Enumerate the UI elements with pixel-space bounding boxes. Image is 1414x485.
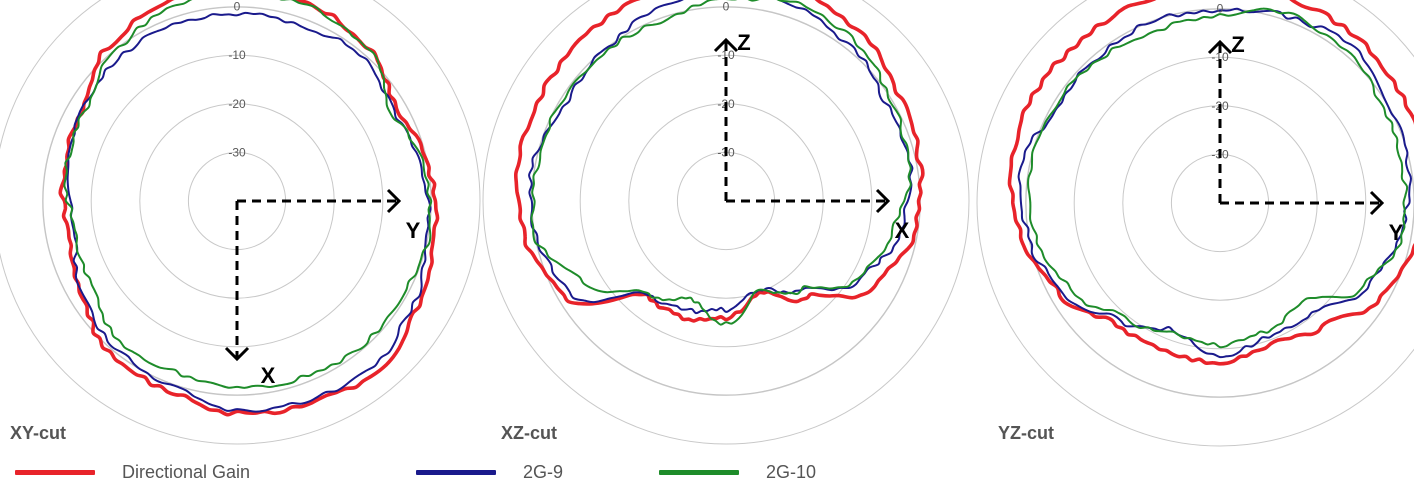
xy-cut-title: XY-cut bbox=[10, 423, 67, 443]
xz-cut-grid-ring bbox=[482, 0, 970, 445]
xz-cut-axis-label-z: Z bbox=[737, 30, 750, 55]
xz-cut-title: XZ-cut bbox=[501, 423, 557, 443]
xy-cut-radial-tick-label: -10 bbox=[228, 48, 246, 62]
legend-item-2g-9: 2G-9 bbox=[416, 462, 563, 483]
yz-cut-axis-label-y: Y bbox=[1389, 220, 1404, 245]
xz-cut-radial-tick-label: -10 bbox=[717, 48, 735, 62]
xy-cut-axis-arrowhead-down bbox=[224, 346, 250, 362]
yz-cut-axis-arrowhead-right bbox=[1369, 190, 1385, 216]
yz-cut-grid-ring bbox=[976, 0, 1414, 447]
legend-label-2g-9: 2G-9 bbox=[523, 462, 564, 482]
xz-cut-series-2g-9 bbox=[528, 0, 914, 315]
yz-cut-series-directional-gain bbox=[1007, 0, 1414, 366]
xy-cut-radial-tick-label: 0 bbox=[234, 0, 241, 14]
xy-cut-grid-ring bbox=[0, 0, 481, 445]
yz-cut-series-2g-10 bbox=[1027, 7, 1409, 349]
xz-cut-axis-arrowhead-up bbox=[713, 37, 739, 53]
xy-cut-axis-label-x: X bbox=[261, 363, 276, 388]
legend-item-2g-10: 2G-10 bbox=[659, 462, 816, 483]
xy-cut-series-2g-9 bbox=[66, 11, 432, 413]
xy-cut-grid-ring bbox=[90, 54, 384, 348]
legend-swatch-2g-10 bbox=[659, 470, 739, 475]
xy-cut-radial-tick-label: -20 bbox=[228, 97, 246, 111]
xz-cut-axis-label-x: X bbox=[895, 218, 910, 243]
yz-cut-grid-ring bbox=[1073, 56, 1367, 350]
yz-cut-grid-ring bbox=[1025, 8, 1414, 398]
xy-cut-axis-label-y: Y bbox=[406, 218, 421, 243]
xz-cut-grid-ring bbox=[579, 54, 873, 348]
yz-cut-title: YZ-cut bbox=[998, 423, 1054, 443]
legend-swatch-directional-gain bbox=[15, 470, 95, 475]
xy-cut-radial-tick-label: -30 bbox=[228, 145, 246, 159]
legend-label-directional-gain: Directional Gain bbox=[122, 462, 251, 482]
xz-cut-axis-arrowhead-right bbox=[875, 188, 891, 214]
legend-label-2g-10: 2G-10 bbox=[766, 462, 817, 482]
xz-cut-series-2g-10 bbox=[530, 0, 912, 326]
yz-cut-axis-label-z: Z bbox=[1231, 32, 1244, 57]
xz-cut-series-directional-gain bbox=[513, 0, 925, 323]
legend-swatch-2g-9 bbox=[416, 470, 496, 475]
yz-cut-radial-tick-label: -10 bbox=[1211, 50, 1229, 64]
xy-cut-series-2g-10 bbox=[63, 0, 433, 389]
yz-cut-axis-arrowhead-up bbox=[1207, 39, 1233, 55]
yz-cut-radial-tick-label: 0 bbox=[1217, 2, 1224, 16]
xz-cut-radial-tick-label: 0 bbox=[723, 0, 730, 14]
legend-item-directional-gain: Directional Gain bbox=[15, 462, 250, 483]
xy-cut-axis-arrowhead-right bbox=[386, 188, 402, 214]
